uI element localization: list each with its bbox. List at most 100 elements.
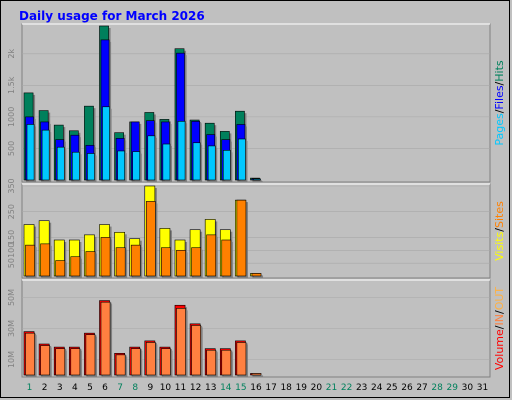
x-axis-day-labels: 1 2 3 4 5 6 7 8 9 10 11 12 13 14 15 16 17 18 19 20 21 22 23 24 2… [27, 383, 488, 393]
bar-volume-out-day-15 [236, 342, 247, 376]
bar-hits_files_pages-pages-day-15 [238, 138, 246, 181]
x-tick-label-day-9: 9 [147, 383, 153, 393]
bar-volume-out-day-3 [55, 348, 66, 376]
bar-volume-out-day-7 [115, 354, 126, 376]
x-tick-label-day-19: 19 [296, 383, 308, 393]
bar-volume-out-day-4 [70, 348, 81, 376]
x-tick-label-day-12: 12 [190, 383, 201, 393]
bar-hits_files_pages-pages-day-8 [132, 151, 141, 181]
x-tick-label-day-26: 26 [401, 383, 413, 393]
panel-label-segment: Visits [493, 231, 506, 260]
x-tick-label-day-31: 31 [477, 383, 488, 393]
panel-label-segment: Sites [493, 201, 506, 228]
y-tick-label: 50M [7, 289, 16, 306]
bar-hits_files_pages-pages-day-10 [162, 143, 171, 181]
bar-volume-out-day-13 [206, 349, 217, 376]
bar-visits_sites-sites-day-5 [85, 251, 96, 277]
bar-visits_sites-sites-day-16-shadow [253, 275, 264, 278]
bar-hits_files_pages-pages-day-9 [147, 135, 156, 181]
y-tick-label: 500 [7, 141, 16, 156]
panel-label-segment: Volume [493, 329, 506, 370]
y-tick-label: 1.5k [7, 76, 16, 94]
panel-label-segment: Hits [493, 60, 506, 82]
bar-visits_sites-sites-day-9 [145, 201, 156, 277]
bar-visits_sites-sites-day-16 [251, 273, 262, 277]
x-tick-label-day-11: 11 [175, 383, 186, 393]
bar-visits_sites-sites-day-8 [130, 244, 141, 277]
bar-visits_sites-sites-day-14 [221, 239, 232, 277]
bar-hits_files_pages-pages-day-14 [222, 150, 231, 181]
bar-hits_files_pages-pages-day-3 [56, 146, 65, 181]
bar-hits_files_pages-pages-day-13 [207, 145, 216, 181]
bar-hits_files_pages-pages-day-4 [71, 151, 80, 181]
bar-volume-out-day-16-shadow [253, 375, 264, 377]
panel-label-segment: / [493, 109, 506, 113]
x-tick-label-day-2: 2 [42, 383, 48, 393]
bar-volume-out-day-11 [176, 308, 186, 376]
bar-visits_sites-sites-day-7 [115, 247, 126, 277]
x-tick-label-day-29: 29 [447, 383, 459, 393]
bar-hits_files_pages-pages-day-16 [253, 178, 261, 181]
panel-label-volume: Volume/IN/OUT [493, 287, 506, 371]
bar-visits_sites-sites-day-10 [161, 247, 171, 277]
bar-volume-out-day-16 [251, 373, 262, 376]
bar-volume-out-day-9 [145, 342, 156, 376]
bar-volume-out-day-10 [161, 348, 171, 376]
x-tick-label-day-6: 6 [102, 383, 108, 393]
panel-label-segment: / [493, 310, 506, 314]
bar-volume-out-day-2 [40, 345, 50, 376]
y-tick-label: 10M [7, 351, 16, 368]
bar-volume-out-day-5 [85, 334, 96, 376]
bar-volume-out-day-12 [191, 325, 201, 376]
x-tick-label-day-13: 13 [205, 383, 216, 393]
x-tick-label-day-7: 7 [117, 383, 123, 393]
x-tick-label-day-20: 20 [311, 383, 323, 393]
chart-title: Daily usage for March 2026 [19, 9, 205, 23]
bar-visits_sites-sites-day-4 [70, 256, 81, 277]
bar-visits_sites-sites-day-1 [25, 244, 35, 277]
bar-hits_files_pages-pages-day-1 [26, 124, 35, 181]
bar-volume-out-day-1 [25, 332, 35, 376]
x-tick-label-day-24: 24 [371, 383, 383, 393]
x-tick-label-day-27: 27 [416, 383, 427, 393]
panel-label-segment: IN [493, 314, 506, 325]
x-tick-label-day-5: 5 [87, 383, 93, 393]
panel-label-segment: / [493, 325, 506, 329]
bar-hits_files_pages-pages-day-12 [192, 142, 201, 181]
x-tick-label-day-23: 23 [356, 383, 367, 393]
x-tick-label-day-17: 17 [265, 383, 276, 393]
panel-label-hits_files_pages: Pages/Files/Hits [493, 60, 506, 146]
panel-label-segment: Pages [493, 113, 506, 146]
bar-visits_sites-sites-day-2 [40, 243, 50, 277]
panel-label-segment: Files [493, 85, 506, 109]
panel-label-segment: OUT [493, 287, 506, 311]
x-tick-label-day-25: 25 [386, 383, 397, 393]
panel-label-segment: / [493, 81, 506, 85]
bar-hits_files_pages-pages-day-5 [87, 153, 95, 181]
y-tick-label: 250 [7, 204, 16, 219]
x-tick-label-day-15: 15 [235, 383, 246, 393]
bar-visits_sites-sites-day-13 [206, 234, 217, 277]
x-tick-label-day-18: 18 [280, 383, 292, 393]
x-tick-label-day-16: 16 [250, 383, 262, 393]
bar-hits_files_pages-pages-day-11 [177, 121, 186, 181]
y-tick-label: 350 [7, 178, 16, 193]
bar-hits_files_pages-pages-day-16-shadow [255, 181, 263, 182]
bar-visits_sites-sites-day-3 [55, 260, 66, 277]
bar-visits_sites-sites-day-11 [176, 249, 186, 277]
bar-hits_files_pages-pages-day-7 [117, 150, 125, 181]
y-tick-label: 1000 [7, 107, 16, 127]
bar-visits_sites-sites-day-6 [100, 237, 111, 277]
x-tick-label-day-28: 28 [431, 383, 443, 393]
x-tick-label-day-4: 4 [72, 383, 78, 393]
bar-visits_sites-sites-day-12 [191, 247, 201, 277]
y-tick-label: 30M [7, 320, 16, 337]
x-tick-label-day-30: 30 [462, 383, 474, 393]
chart-panels: 50010001.5k2kPages/Files/Hits50100150250… [7, 23, 506, 378]
x-tick-label-day-3: 3 [57, 383, 63, 393]
panel-label-segment: / [493, 228, 506, 232]
